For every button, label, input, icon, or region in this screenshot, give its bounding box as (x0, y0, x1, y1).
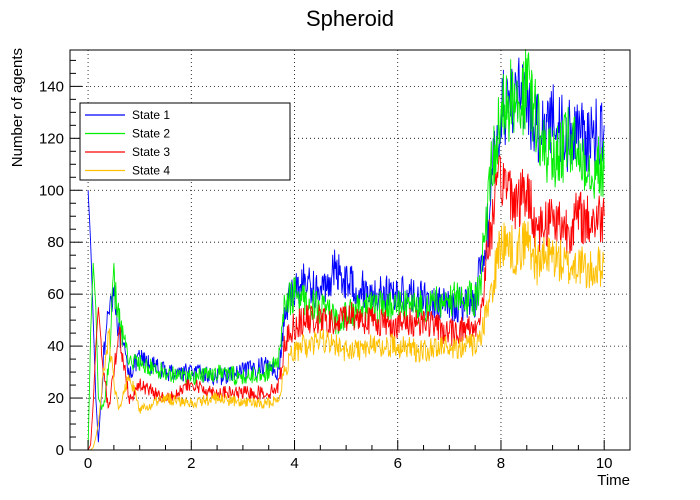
x-tick-label: 6 (394, 455, 402, 472)
y-tick-label: 140 (39, 78, 64, 95)
x-tick-label: 8 (497, 455, 505, 472)
x-tick-label: 4 (290, 455, 298, 472)
chart-title: Spheroid (306, 6, 394, 31)
legend-box (79, 102, 291, 181)
series-line-2 (87, 49, 605, 451)
series-line-4 (88, 220, 605, 451)
legend-label-3: State 3 (132, 145, 170, 159)
y-axis-title: Number of agents (9, 48, 26, 167)
y-tick-label: 60 (47, 286, 64, 303)
y-tick-label: 120 (39, 130, 64, 147)
legend-label-1: State 1 (132, 108, 170, 122)
legend-label-2: State 2 (132, 127, 170, 141)
legend: State 1 State 2 State 3 State 4 (79, 102, 291, 181)
y-tick-label: 80 (47, 234, 64, 251)
plot-frame (69, 49, 631, 451)
x-tick-label: 10 (596, 455, 613, 472)
legend-label-4: State 4 (132, 164, 170, 178)
series-line-1 (87, 57, 605, 443)
x-axis-title: Time (597, 472, 630, 489)
x-tick-label: 2 (187, 455, 195, 472)
y-tick-label: 100 (39, 182, 64, 199)
series-layer (87, 49, 605, 451)
y-tick-label: 20 (47, 390, 64, 407)
x-tick-label: 0 (84, 455, 92, 472)
y-tick-label: 0 (56, 442, 64, 459)
y-tick-label: 40 (47, 338, 64, 355)
